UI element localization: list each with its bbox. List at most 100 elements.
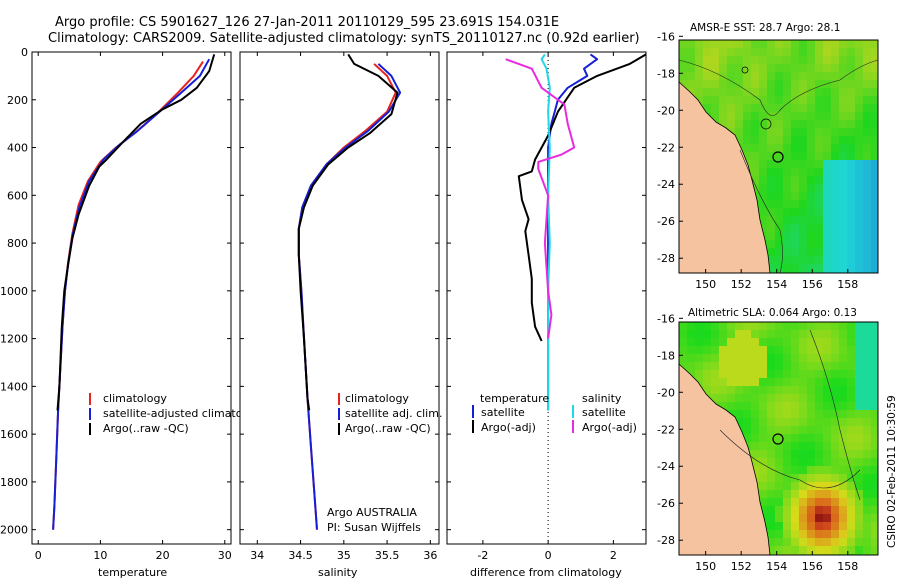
difference-x-axis: -2 0 2	[477, 52, 617, 562]
sst-land	[679, 81, 771, 273]
heatmap-cell	[799, 112, 808, 121]
heatmap-cell	[807, 426, 816, 435]
heatmap-cell	[783, 522, 792, 531]
heatmap-cell	[815, 418, 824, 427]
heatmap-cell	[871, 506, 878, 515]
heatmap-cell	[703, 386, 712, 395]
heatmap-cell	[711, 56, 720, 65]
heatmap-cell	[767, 490, 776, 499]
heatmap-cell	[863, 466, 872, 475]
heatmap-cell	[751, 394, 760, 403]
heatmap-cell	[831, 394, 840, 403]
heatmap-cell	[855, 216, 864, 225]
heatmap-cell	[767, 538, 776, 547]
heatmap-cell	[847, 208, 856, 217]
heatmap-cell	[791, 112, 800, 121]
heatmap-cell	[759, 184, 768, 193]
heatmap-cell	[863, 216, 872, 225]
depth-tick-label: 400	[7, 142, 28, 155]
heatmap-cell	[823, 354, 832, 363]
heatmap-cell	[815, 466, 824, 475]
argo-program-label: Argo AUSTRALIA	[327, 506, 417, 519]
heatmap-cell	[743, 128, 752, 137]
heatmap-cell	[871, 256, 878, 265]
heatmap-cell	[767, 192, 776, 201]
heatmap-cell	[775, 232, 784, 241]
heatmap-cell	[863, 522, 872, 531]
heatmap-cell	[807, 370, 816, 379]
heatmap-cell	[839, 168, 848, 177]
heatmap-cell	[871, 240, 878, 249]
heatmap-cell	[871, 410, 878, 419]
heatmap-cell	[823, 402, 832, 411]
heatmap-cell	[871, 498, 878, 507]
heatmap-cell	[815, 64, 824, 73]
heatmap-cell	[751, 418, 760, 427]
heatmap-cell	[823, 264, 832, 273]
heatmap-cell	[751, 442, 760, 451]
heatmap-cell	[839, 200, 848, 209]
heatmap-cell	[815, 232, 824, 241]
heatmap-cell	[839, 490, 848, 499]
heatmap-cell	[839, 232, 848, 241]
heatmap-cell	[839, 56, 848, 65]
heatmap-cell	[839, 72, 848, 81]
heatmap-cell	[871, 96, 878, 105]
salinity-xlabel: salinity	[318, 566, 358, 579]
heatmap-cell	[831, 184, 840, 193]
heatmap-cell	[767, 546, 776, 555]
heatmap-cell	[839, 144, 848, 153]
heatmap-cell	[807, 184, 816, 193]
heatmap-cell	[743, 362, 752, 371]
heatmap-cell	[871, 224, 878, 233]
heatmap-cell	[831, 168, 840, 177]
heatmap-cell	[799, 128, 808, 137]
heatmap-cell	[703, 322, 712, 331]
heatmap-cell	[783, 546, 792, 555]
heatmap-cell	[735, 346, 744, 355]
heatmap-cell	[847, 394, 856, 403]
heatmap-cell	[855, 330, 864, 339]
heatmap-cell	[807, 346, 816, 355]
heatmap-cell	[727, 402, 736, 411]
heatmap-cell	[735, 56, 744, 65]
heatmap-cell	[727, 104, 736, 113]
heatmap-cell	[863, 40, 872, 49]
heatmap-cell	[847, 200, 856, 209]
heatmap-cell	[791, 442, 800, 451]
heatmap-cell	[863, 208, 872, 217]
heatmap-cell	[847, 184, 856, 193]
heatmap-cell	[855, 354, 864, 363]
heatmap-cell	[855, 530, 864, 539]
heatmap-cell	[871, 546, 878, 555]
heatmap-cell	[799, 506, 808, 515]
heatmap-cell	[775, 216, 784, 225]
heatmap-cell	[815, 378, 824, 387]
heatmap-cell	[807, 338, 816, 347]
heatmap-cell	[727, 354, 736, 363]
heatmap-cell	[743, 120, 752, 129]
heatmap-cell	[775, 426, 784, 435]
heatmap-cell	[847, 362, 856, 371]
heatmap-cell	[799, 216, 808, 225]
heatmap-cell	[767, 216, 776, 225]
heatmap-cell	[871, 346, 878, 355]
heatmap-cell	[775, 410, 784, 419]
heatmap-cell	[823, 168, 832, 177]
sst-contour-2	[739, 149, 783, 273]
heatmap-cell	[839, 442, 848, 451]
heatmap-cell	[831, 216, 840, 225]
heatmap-cell	[735, 330, 744, 339]
heatmap-cell	[823, 160, 832, 169]
heatmap-cell	[783, 200, 792, 209]
heatmap-cell	[743, 338, 752, 347]
heatmap-cell	[783, 64, 792, 73]
heatmap-cell	[719, 370, 728, 379]
heatmap-cell	[815, 434, 824, 443]
heatmap-cell	[831, 442, 840, 451]
heatmap-cell	[839, 450, 848, 459]
heatmap-cell	[871, 330, 878, 339]
heatmap-cell	[719, 80, 728, 89]
heatmap-cell	[823, 192, 832, 201]
